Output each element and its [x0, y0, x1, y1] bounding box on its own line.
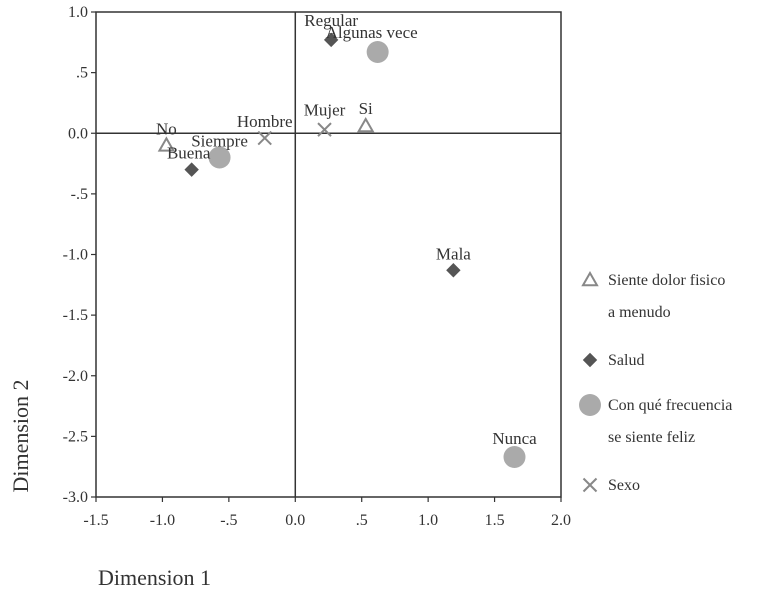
point-label-buena: Buena	[167, 144, 211, 163]
legend-marker-2	[579, 394, 601, 416]
point-mala	[446, 263, 461, 278]
y-tick-label: -2.0	[63, 368, 88, 385]
point-nunca	[503, 445, 526, 468]
x-tick-label: -1.5	[83, 512, 108, 529]
x-tick-label: .5	[356, 512, 368, 529]
x-tick-label: 0.0	[285, 512, 305, 529]
point-hombre	[257, 130, 272, 146]
y-tick-label: .5	[76, 65, 88, 82]
x-axis-title: Dimension 1	[98, 565, 211, 589]
y-tick-label: -1.5	[63, 307, 88, 324]
point-label-regular: Regular	[304, 11, 358, 30]
x-tick-label: 1.5	[485, 512, 505, 529]
point-algunas-vece	[366, 41, 389, 64]
point-label-no: No	[156, 119, 177, 138]
y-tick-label: -2.5	[63, 428, 88, 445]
point-buena	[184, 162, 199, 177]
y-axis-title: Dimension 2	[8, 379, 33, 492]
point-label-mala: Mala	[436, 244, 471, 263]
x-tick-label: 2.0	[551, 512, 571, 529]
legend-marker-1	[582, 352, 598, 368]
x-tick-label: -1.0	[150, 512, 175, 529]
point-label-hombre: Hombre	[237, 112, 293, 131]
x-tick-label: 1.0	[418, 512, 438, 529]
legend-label: a menudo	[608, 304, 671, 321]
legend-label: Siente dolor fisico	[608, 272, 725, 289]
point-si	[356, 116, 375, 133]
point-label-mujer: Mujer	[304, 101, 346, 120]
point-mujer	[317, 122, 332, 137]
plot-frame	[95, 11, 562, 498]
y-tick-label: -1.0	[63, 247, 88, 264]
point-no	[157, 136, 176, 152]
y-tick-label: 1.0	[68, 4, 88, 21]
point-label-nunca: Nunca	[492, 429, 537, 448]
y-tick-label: 0.0	[68, 125, 88, 142]
y-tick-label: -3.0	[63, 489, 88, 506]
point-siempre	[208, 146, 231, 169]
legend-label: se siente feliz	[608, 429, 695, 446]
point-label-si: Si	[359, 99, 373, 118]
legend-marker-3	[582, 477, 598, 493]
point-regular	[323, 32, 339, 48]
point-label-siempre: Siempre	[191, 132, 248, 151]
y-tick-label: -.5	[71, 186, 88, 203]
legend-label: Salud	[608, 352, 644, 369]
legend-marker-0	[581, 270, 599, 287]
legend-label: Con qué frecuencia	[608, 397, 732, 414]
x-tick-label: -.5	[220, 512, 237, 529]
legend-label: Sexo	[608, 477, 640, 494]
point-label-algunas-vece: Algunas vece	[326, 23, 418, 42]
